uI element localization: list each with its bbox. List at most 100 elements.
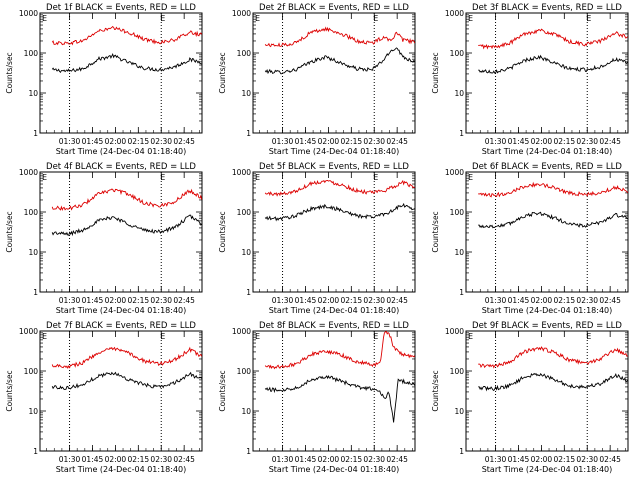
plot-frame xyxy=(39,171,203,293)
event-marker-label: E xyxy=(255,332,260,341)
panel-title: Det 6f BLACK = Events, RED = LLD xyxy=(472,162,622,172)
x-tick-label: 02:30 xyxy=(576,296,598,305)
y-tick-label: 1 xyxy=(459,288,464,297)
plot-frame xyxy=(465,12,629,134)
x-tick-label: 01:45 xyxy=(295,137,317,146)
y-tick-label: 1 xyxy=(246,129,251,138)
x-tick-label: 02:30 xyxy=(150,137,172,146)
x-tick-label: 02:00 xyxy=(531,296,553,305)
x-axis-label: Start Time (24-Dec-04 01:18:40) xyxy=(269,465,400,474)
x-axis-label: Start Time (24-Dec-04 01:18:40) xyxy=(56,306,187,315)
series-lld xyxy=(264,331,415,370)
panel-title: Det 5f BLACK = Events, RED = LLD xyxy=(259,162,409,172)
x-tick-label: 02:15 xyxy=(341,296,363,305)
y-tick-label: 1 xyxy=(459,447,464,456)
x-tick-label: 02:30 xyxy=(576,137,598,146)
x-tick-label: 02:45 xyxy=(173,137,195,146)
plot-frame xyxy=(465,171,629,293)
series-events xyxy=(51,214,202,237)
x-tick-label: 02:45 xyxy=(599,455,621,464)
series-events xyxy=(478,211,628,229)
y-tick-label: 1 xyxy=(33,447,38,456)
y-tick-label: 1 xyxy=(33,288,38,297)
x-tick-label: 02:00 xyxy=(105,137,127,146)
panel-title: Det 2f BLACK = Events, RED = LLD xyxy=(259,3,409,13)
y-tick-label: 1 xyxy=(33,129,38,138)
y-tick-label: 1000 xyxy=(232,168,251,177)
y-tick-label: 10 xyxy=(28,407,38,416)
x-tick-label: 02:00 xyxy=(531,455,553,464)
y-tick-label: 1000 xyxy=(19,9,38,18)
event-marker-label: E xyxy=(255,173,260,182)
event-marker-label: E xyxy=(468,332,473,341)
x-tick-label: 01:30 xyxy=(485,296,507,305)
y-tick-label: 100 xyxy=(237,367,252,376)
event-marker-label: E xyxy=(160,14,165,23)
panel-title: Det 3f BLACK = Events, RED = LLD xyxy=(472,3,622,13)
x-axis-label: Start Time (24-Dec-04 01:18:40) xyxy=(269,147,400,156)
y-axis-label: Counts/sec xyxy=(431,370,440,411)
y-tick-label: 10 xyxy=(241,407,251,416)
y-tick-label: 100 xyxy=(450,49,465,58)
x-tick-label: 01:30 xyxy=(272,455,294,464)
x-tick-label: 02:30 xyxy=(150,296,172,305)
y-axis-label: Counts/sec xyxy=(5,211,14,252)
series-events xyxy=(264,47,415,75)
plot-frame xyxy=(252,171,416,293)
event-marker-label: E xyxy=(42,173,47,182)
x-axis-label: Start Time (24-Dec-04 01:18:40) xyxy=(56,465,187,474)
event-marker-label: E xyxy=(373,332,378,341)
x-tick-label: 01:45 xyxy=(82,137,104,146)
y-tick-label: 1000 xyxy=(232,9,251,18)
x-tick-label: 02:15 xyxy=(128,137,150,146)
y-tick-label: 10 xyxy=(28,89,38,98)
y-tick-label: 100 xyxy=(450,367,465,376)
plot-frame xyxy=(39,330,203,452)
x-axis-label: Start Time (24-Dec-04 01:18:40) xyxy=(482,465,613,474)
x-tick-label: 02:00 xyxy=(318,296,340,305)
y-axis-label: Counts/sec xyxy=(5,52,14,93)
x-tick-label: 01:45 xyxy=(82,296,104,305)
series-lld xyxy=(51,25,202,46)
x-tick-label: 02:30 xyxy=(363,455,385,464)
x-tick-label: 02:15 xyxy=(554,137,576,146)
panel-title: Det 7f BLACK = Events, RED = LLD xyxy=(46,321,196,331)
y-axis-label: Counts/sec xyxy=(218,211,227,252)
x-axis-label: Start Time (24-Dec-04 01:18:40) xyxy=(482,147,613,156)
x-tick-label: 02:45 xyxy=(599,296,621,305)
y-tick-label: 100 xyxy=(24,367,39,376)
event-marker-label: E xyxy=(255,14,260,23)
y-tick-label: 100 xyxy=(24,208,39,217)
x-axis-label: Start Time (24-Dec-04 01:18:40) xyxy=(482,306,613,315)
event-marker-label: E xyxy=(468,14,473,23)
panel-4: Det 4f BLACK = Events, RED = LLD 1 10 100 10… xyxy=(5,162,203,315)
panel-title: Det 8f BLACK = Events, RED = LLD xyxy=(259,321,409,331)
event-marker-label: E xyxy=(586,173,591,182)
y-tick-label: 100 xyxy=(237,49,252,58)
x-tick-label: 01:30 xyxy=(59,455,81,464)
y-tick-label: 100 xyxy=(450,208,465,217)
series-events xyxy=(264,375,415,423)
panel-9: Det 9f BLACK = Events, RED = LLD 1 10 100 10… xyxy=(431,321,629,474)
y-axis-label: Counts/sec xyxy=(218,52,227,93)
panel-5: Det 5f BLACK = Events, RED = LLD 1 10 100 10… xyxy=(218,162,416,315)
x-tick-label: 02:45 xyxy=(173,296,195,305)
panel-title: Det 1f BLACK = Events, RED = LLD xyxy=(46,3,196,13)
x-tick-label: 01:45 xyxy=(508,455,530,464)
y-axis-label: Counts/sec xyxy=(431,52,440,93)
x-tick-label: 02:15 xyxy=(341,455,363,464)
x-tick-label: 01:45 xyxy=(508,296,530,305)
series-lld xyxy=(478,181,628,198)
panel-title: Det 9f BLACK = Events, RED = LLD xyxy=(472,321,622,331)
panel-1: Det 1f BLACK = Events, RED = LLD 1 10 100 10… xyxy=(5,3,203,156)
x-tick-label: 02:15 xyxy=(554,455,576,464)
x-tick-label: 01:45 xyxy=(295,296,317,305)
x-tick-label: 02:00 xyxy=(105,455,127,464)
x-axis-label: Start Time (24-Dec-04 01:18:40) xyxy=(56,147,187,156)
y-axis-label: Counts/sec xyxy=(218,370,227,411)
x-tick-label: 02:15 xyxy=(554,296,576,305)
y-tick-label: 1000 xyxy=(445,327,464,336)
event-marker-label: E xyxy=(586,14,591,23)
x-tick-label: 02:45 xyxy=(173,455,195,464)
event-marker-label: E xyxy=(160,173,165,182)
